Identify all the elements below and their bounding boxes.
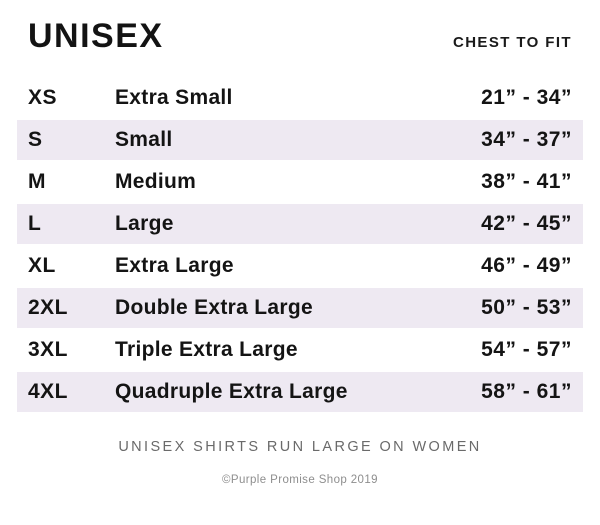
size-table: XS Extra Small 21” - 34” S Small 34” - 3… — [0, 78, 600, 412]
size-code: L — [28, 212, 42, 235]
chest-range: 21” - 34” — [481, 86, 572, 109]
size-name: Double Extra Large — [115, 296, 313, 319]
chest-to-fit-label: CHEST TO FIT — [452, 34, 572, 51]
size-name: Medium — [115, 170, 197, 193]
chest-range: 46” - 49” — [481, 254, 572, 277]
size-code: S — [28, 128, 43, 151]
size-name: Quadruple Extra Large — [115, 380, 348, 403]
table-row-2xl: 2XL Double Extra Large 50” - 53” — [17, 288, 583, 328]
size-name: Large — [115, 212, 174, 235]
size-name: Extra Small — [115, 86, 233, 109]
chest-range: 50” - 53” — [481, 296, 572, 319]
chest-range: 58” - 61” — [481, 380, 572, 403]
size-name: Triple Extra Large — [115, 338, 298, 361]
size-code: 3XL — [28, 338, 69, 361]
table-row-4xl: 4XL Quadruple Extra Large 58” - 61” — [17, 372, 583, 412]
chest-range: 38” - 41” — [481, 170, 572, 193]
size-name: Extra Large — [115, 254, 234, 277]
table-row-l: L Large 42” - 45” — [17, 204, 583, 244]
copyright-text: ©Purple Promise Shop 2019 — [222, 474, 378, 486]
table-row-m: M Medium 38” - 41” — [17, 162, 583, 202]
fit-note: UNISEX SHIRTS RUN LARGE ON WOMEN — [118, 439, 482, 455]
table-row-xs: XS Extra Small 21” - 34” — [17, 78, 583, 118]
chest-range: 42” - 45” — [481, 212, 572, 235]
chart-header: UNISEX CHEST TO FIT — [0, 0, 600, 72]
size-code: XS — [28, 86, 58, 109]
chart-footer: UNISEX SHIRTS RUN LARGE ON WOMEN ©Purple… — [0, 439, 600, 486]
size-code: 2XL — [28, 296, 69, 319]
page-title: UNISEX — [28, 17, 164, 55]
size-code: 4XL — [28, 380, 69, 403]
chest-range: 54” - 57” — [481, 338, 572, 361]
table-row-xl: XL Extra Large 46” - 49” — [17, 246, 583, 286]
size-name: Small — [115, 128, 173, 151]
size-code: XL — [28, 254, 56, 277]
size-code: M — [28, 170, 46, 193]
chest-range: 34” - 37” — [481, 128, 572, 151]
table-row-3xl: 3XL Triple Extra Large 54” - 57” — [17, 330, 583, 370]
table-row-s: S Small 34” - 37” — [17, 120, 583, 160]
